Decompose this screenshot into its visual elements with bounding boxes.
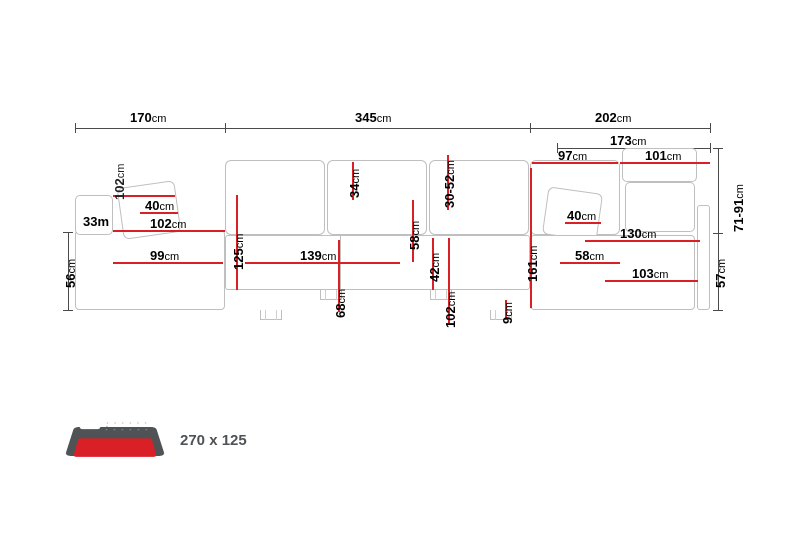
dim-34: 34cm — [348, 169, 362, 198]
dim-130: 130cm — [620, 227, 656, 241]
diagram-container: 170cm 345cm 202cm 173cm — [0, 0, 800, 533]
dim-57: 57cm — [714, 259, 728, 288]
dim-161: 161cm — [526, 246, 540, 282]
dim-42: 42cm — [428, 253, 442, 282]
dim-58: 58cm — [408, 221, 422, 250]
guide-top-202 — [530, 128, 710, 129]
dim-33m: 33m — [83, 215, 109, 228]
dim-102: 102cm — [150, 217, 186, 231]
sofa-left-chaise — [75, 230, 225, 310]
dim-71-91: 71-91cm — [732, 184, 746, 232]
dim-345: 345cm — [355, 111, 391, 125]
bed-dots-icon: • • • • • • •• • • • • • • — [105, 422, 154, 430]
dim-30-52: 30-52cm — [443, 160, 457, 208]
sleeping-area-icon: • • • • • • •• • • • • • • — [70, 415, 160, 465]
dim-101: 101cm — [645, 149, 681, 163]
dim-97: 97cm — [558, 149, 587, 163]
bed-pillow-icon — [80, 421, 101, 429]
dim-68: 68cm — [334, 289, 348, 318]
dim-102-leg: 102cm — [444, 292, 458, 328]
dim-170: 170cm — [130, 111, 166, 125]
sofa-right-arm — [697, 205, 710, 310]
dim-99: 99cm — [150, 249, 179, 263]
sofa-back-1 — [225, 160, 325, 235]
dim-40-left: 40cm — [145, 199, 174, 213]
dim-202: 202cm — [595, 111, 631, 125]
dim-9: 9cm — [501, 302, 515, 324]
dim-56: 56cm — [64, 259, 78, 288]
guide-top-345 — [225, 128, 530, 129]
bed-mattress-icon — [73, 438, 156, 456]
dim-40r: 40cm — [567, 209, 596, 223]
sofa-leg — [260, 310, 282, 320]
sofa-right-chaise — [530, 235, 695, 310]
dim-103: 103cm — [632, 267, 668, 281]
dim-line-161 — [530, 168, 532, 308]
dim-139: 139cm — [300, 249, 336, 263]
sofa-headrest-support — [625, 182, 695, 232]
dim-58r: 58cm — [575, 249, 604, 263]
sleeping-area-label: 270 x 125 — [180, 432, 247, 449]
guide-top-170 — [75, 128, 225, 129]
dim-125: 125cm — [232, 234, 246, 270]
dim-102-left: 102cm — [113, 164, 127, 200]
dim-173: 173cm — [610, 134, 646, 148]
